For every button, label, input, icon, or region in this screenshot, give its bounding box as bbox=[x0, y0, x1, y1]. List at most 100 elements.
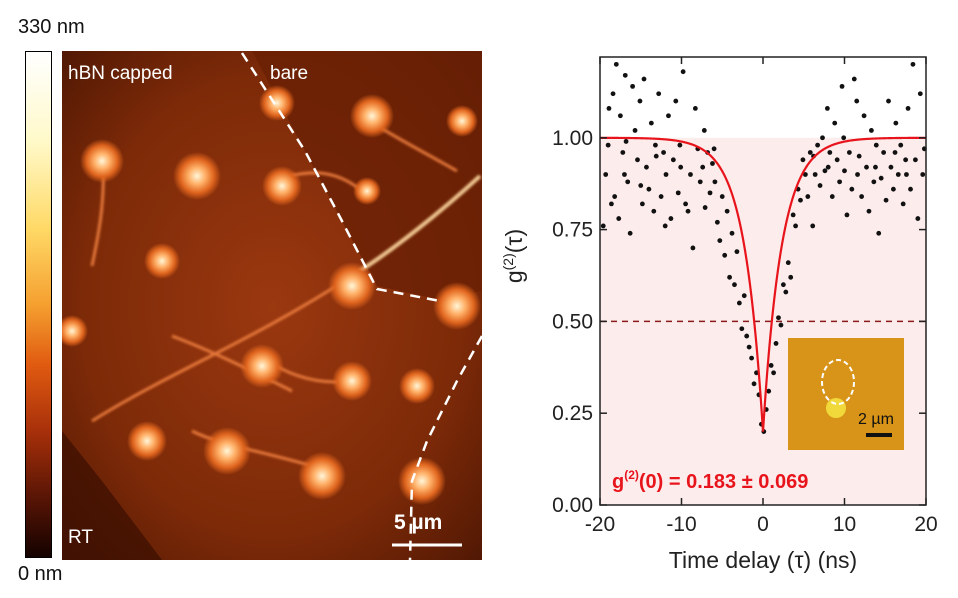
data-point bbox=[668, 216, 674, 221]
data-point bbox=[895, 172, 901, 177]
data-point bbox=[700, 164, 706, 170]
data-point bbox=[800, 157, 806, 163]
afm-colorbar bbox=[25, 51, 52, 558]
data-point bbox=[881, 150, 887, 155]
data-point bbox=[886, 98, 891, 104]
data-point bbox=[622, 72, 628, 78]
data-point bbox=[876, 230, 882, 236]
data-point bbox=[815, 142, 821, 148]
data-point bbox=[724, 208, 730, 214]
g2-zero-annotation: g(2)(0) = 0.183 ± 0.069 bbox=[612, 468, 808, 493]
data-point bbox=[751, 381, 757, 387]
temperature-label: RT bbox=[68, 527, 93, 548]
y-tick-label: 1.00 bbox=[552, 127, 593, 150]
data-point bbox=[606, 106, 612, 111]
data-point bbox=[639, 201, 645, 207]
x-axis-label: Time delay (τ) (ns) bbox=[669, 547, 857, 573]
annotation-tail: (0) = 0.183 ± 0.069 bbox=[639, 471, 808, 493]
data-point bbox=[623, 139, 629, 144]
data-point bbox=[856, 153, 862, 159]
region-boundary-upper bbox=[240, 52, 441, 303]
data-point bbox=[603, 172, 609, 177]
data-point bbox=[873, 142, 879, 148]
data-point bbox=[736, 300, 742, 306]
data-point bbox=[854, 98, 860, 104]
afm-particles bbox=[62, 85, 481, 505]
data-point bbox=[637, 98, 643, 104]
data-point bbox=[904, 172, 909, 177]
data-point bbox=[817, 183, 823, 188]
y-axis-label-main: g bbox=[501, 270, 527, 283]
data-point bbox=[878, 175, 884, 181]
colorbar-max-label: 330 nm bbox=[18, 16, 85, 38]
data-point bbox=[627, 230, 633, 236]
data-point bbox=[612, 194, 618, 199]
data-point bbox=[778, 322, 784, 328]
data-point bbox=[641, 76, 647, 82]
data-point bbox=[662, 223, 668, 229]
data-point bbox=[632, 128, 638, 133]
y-tick-label: 0.75 bbox=[552, 219, 593, 242]
y-tick-label: 0.25 bbox=[552, 402, 593, 425]
data-point bbox=[680, 69, 686, 75]
data-point bbox=[861, 113, 867, 119]
data-point bbox=[855, 172, 860, 177]
data-point bbox=[685, 208, 691, 214]
data-point bbox=[859, 194, 865, 199]
data-point bbox=[605, 142, 611, 148]
y-axis-label-tail: (τ) bbox=[501, 229, 527, 253]
data-point bbox=[766, 388, 772, 394]
data-point bbox=[701, 128, 707, 133]
region-label-capped: hBN capped bbox=[68, 63, 173, 84]
data-point bbox=[788, 274, 794, 280]
data-point bbox=[732, 282, 737, 288]
g2-chart: -20 -10 0 10 20 0.00 0.25 0.50 0.75 1.00 Time del… bbox=[500, 56, 938, 573]
data-point bbox=[910, 61, 916, 67]
y-tick-label: 0.50 bbox=[552, 310, 593, 333]
inset-emitter bbox=[826, 398, 846, 418]
data-point bbox=[677, 142, 683, 148]
data-point bbox=[920, 172, 926, 177]
data-point bbox=[749, 355, 754, 361]
data-point bbox=[739, 326, 745, 332]
data-point bbox=[839, 83, 845, 89]
data-point bbox=[917, 91, 923, 97]
data-point bbox=[891, 186, 896, 192]
x-tick-label: -10 bbox=[666, 513, 696, 536]
x-tick-label: 0 bbox=[757, 513, 769, 536]
data-point bbox=[846, 150, 852, 155]
data-point bbox=[898, 142, 904, 148]
data-point bbox=[609, 201, 614, 207]
data-point bbox=[658, 194, 664, 199]
data-point bbox=[697, 179, 703, 185]
y-tick-label: 0.00 bbox=[552, 494, 593, 517]
data-point bbox=[842, 168, 847, 174]
data-point bbox=[653, 153, 659, 159]
inset-image: 2 µm bbox=[788, 338, 904, 450]
data-point bbox=[807, 150, 813, 155]
data-point bbox=[670, 157, 676, 163]
data-point bbox=[908, 186, 913, 192]
data-point bbox=[805, 194, 811, 199]
data-point bbox=[903, 157, 909, 163]
data-point bbox=[915, 216, 921, 221]
data-point bbox=[776, 315, 781, 321]
data-point bbox=[802, 172, 808, 177]
data-point bbox=[714, 219, 720, 225]
afm-topography bbox=[62, 51, 482, 560]
data-point bbox=[653, 142, 658, 148]
data-point bbox=[888, 164, 894, 170]
inset-background bbox=[788, 338, 904, 450]
data-point bbox=[883, 197, 889, 203]
data-point bbox=[656, 91, 662, 97]
data-point bbox=[905, 106, 911, 111]
data-point bbox=[690, 245, 696, 251]
data-point bbox=[892, 150, 898, 155]
data-point bbox=[841, 135, 847, 141]
data-point bbox=[661, 150, 666, 155]
data-point bbox=[717, 238, 723, 244]
data-point bbox=[825, 164, 831, 170]
data-point bbox=[622, 172, 627, 177]
data-point bbox=[692, 106, 698, 111]
y-axis-label-sup: (2) bbox=[500, 253, 516, 270]
